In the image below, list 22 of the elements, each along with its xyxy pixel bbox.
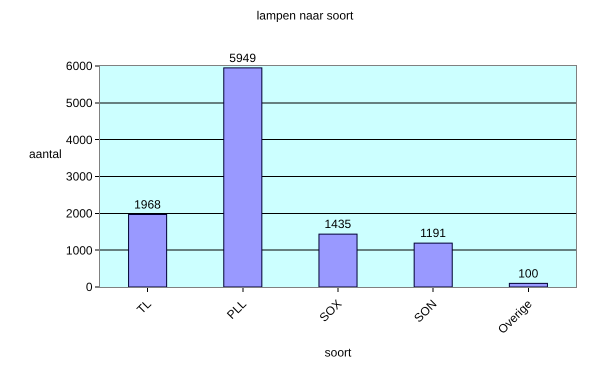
- bar: [223, 67, 262, 287]
- x-tick-label: PLL: [224, 296, 250, 322]
- y-tick-label: 5000: [66, 96, 93, 110]
- bar: [128, 214, 168, 287]
- y-tick-label: 1000: [66, 243, 93, 258]
- y-axis-title: aantal: [29, 147, 62, 161]
- bar: [318, 234, 358, 287]
- y-tick-label: 6000: [66, 59, 93, 74]
- data-label: 1968: [134, 198, 162, 212]
- y-tick-label: 3000: [66, 170, 93, 184]
- data-label: 100: [518, 266, 539, 280]
- x-axis-title: soort: [324, 345, 352, 360]
- y-tick-label: 4000: [66, 132, 93, 147]
- bar: [508, 282, 548, 287]
- x-tick-label: TL: [134, 296, 154, 317]
- data-label: 5949: [229, 50, 256, 65]
- data-label: 1435: [324, 217, 352, 232]
- chart-title: lampen naar soort: [256, 8, 354, 22]
- data-label: 1191: [420, 226, 446, 240]
- y-tick-label: 2000: [66, 206, 93, 221]
- y-tick-label: 0: [86, 280, 93, 294]
- bar: [414, 242, 453, 287]
